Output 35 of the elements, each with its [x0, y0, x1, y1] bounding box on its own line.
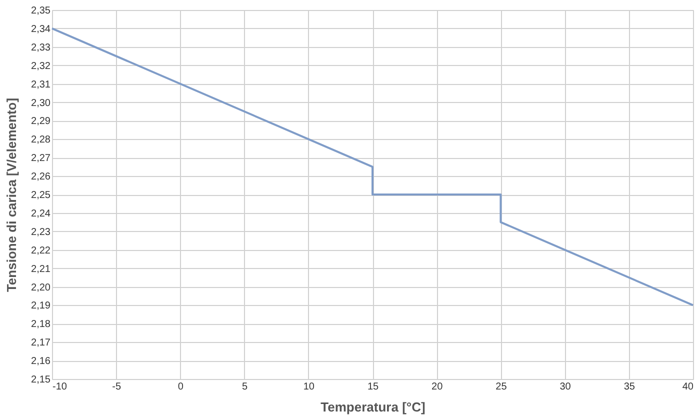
y-tick-label: 2,17 [31, 338, 51, 349]
y-tick-label: 2,15 [31, 374, 51, 386]
y-tick-label: 2,27 [31, 153, 51, 164]
x-tick-label: 35 [624, 382, 636, 392]
y-tick-label: 2,16 [31, 356, 51, 368]
y-tick-label: 2,28 [31, 134, 51, 146]
y-tick-label: 2,34 [31, 24, 51, 35]
y-tick-label: 2,32 [31, 60, 51, 72]
y-tick-label: 2,20 [31, 282, 51, 294]
x-tick-label: 40 [682, 382, 694, 392]
y-axis-title: Tensione di carica [V/elemento] [4, 98, 20, 292]
x-tick-label: 25 [496, 382, 508, 392]
line-series [51, 27, 694, 306]
x-tick-label: -5 [112, 382, 122, 392]
y-tick-label: 2,24 [31, 208, 51, 220]
x-tick-label: 0 [178, 382, 184, 392]
y-tick-label: 2,29 [31, 116, 51, 128]
y-tick-label: 2,25 [31, 190, 51, 201]
y-tick-label: 2,21 [31, 264, 51, 275]
y-tick-label: 2,22 [31, 245, 51, 256]
y-tick-label: 2,35 [31, 6, 51, 16]
y-tick-label: 2,31 [31, 79, 51, 90]
x-tick-label: 30 [560, 382, 572, 392]
y-tick-label: 2,33 [31, 42, 51, 54]
x-tick-label: 20 [432, 382, 444, 392]
x-axis-title: Temperatura [°C] [320, 400, 426, 414]
y-tick-label: 2,26 [31, 172, 51, 183]
x-tick-label: -10 [52, 382, 68, 392]
y-tick-label: 2,23 [31, 226, 51, 238]
y-tick-label: 2,19 [31, 300, 51, 312]
x-tick-label: 10 [303, 382, 315, 392]
x-tick-label: 5 [242, 382, 248, 392]
y-tick-label: 2,18 [31, 319, 51, 330]
y-tick-label: 2,30 [31, 98, 51, 109]
x-tick-label: 15 [367, 382, 379, 392]
